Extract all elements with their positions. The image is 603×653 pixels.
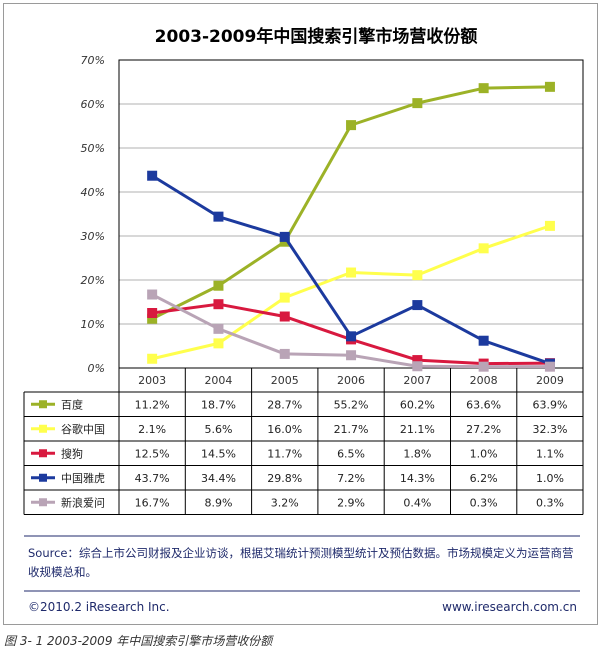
data-label: 1.0% xyxy=(470,447,498,460)
y-tick-label: 50% xyxy=(81,142,105,155)
data-point xyxy=(544,220,555,231)
data-label: 2.1% xyxy=(138,423,166,436)
data-label: 18.7% xyxy=(201,398,236,411)
data-point xyxy=(213,211,224,222)
y-tick-label: 10% xyxy=(81,318,105,331)
data-point xyxy=(478,335,489,346)
y-tick-label: 0% xyxy=(88,362,105,375)
data-label: 29.8% xyxy=(267,472,302,485)
legend-marker xyxy=(39,498,47,507)
data-point xyxy=(279,348,290,359)
data-point xyxy=(478,83,489,94)
legend-label: 百度 xyxy=(61,397,83,411)
x-tick-label: 2004 xyxy=(204,374,232,387)
y-tick-label: 40% xyxy=(81,186,105,199)
x-tick-label: 2007 xyxy=(403,374,431,387)
data-point xyxy=(478,243,489,254)
data-point xyxy=(279,231,290,242)
data-label: 27.2% xyxy=(466,423,501,436)
y-tick-label: 70% xyxy=(81,54,105,67)
legend-marker xyxy=(39,473,47,482)
data-point xyxy=(213,299,224,310)
data-point xyxy=(147,353,158,364)
legend-label: 新浪爱问 xyxy=(61,495,105,509)
data-label: 1.8% xyxy=(403,447,431,460)
data-label: 14.3% xyxy=(400,472,435,485)
data-label: 6.2% xyxy=(470,472,498,485)
data-label: 16.7% xyxy=(135,496,170,509)
x-tick-label: 2003 xyxy=(138,374,166,387)
data-label: 5.6% xyxy=(204,423,232,436)
copyright: ©2010.2 iResearch Inc. xyxy=(28,600,170,614)
data-label: 0.3% xyxy=(536,496,564,509)
data-point xyxy=(279,292,290,303)
source-note: Source：综合上市公司财报及企业访谈，根据艾瑞统计预测模型统计及预估数据。市… xyxy=(28,546,574,579)
data-point xyxy=(412,361,423,372)
y-tick-label: 60% xyxy=(81,98,105,111)
data-point xyxy=(346,120,357,131)
data-label: 11.7% xyxy=(267,447,302,460)
data-point xyxy=(346,331,357,342)
data-label: 21.7% xyxy=(334,423,369,436)
x-tick-label: 2005 xyxy=(271,374,299,387)
legend-marker xyxy=(39,424,47,433)
data-label: 43.7% xyxy=(135,472,170,485)
plot-area xyxy=(118,59,584,369)
data-label: 1.0% xyxy=(536,472,564,485)
data-point xyxy=(147,308,158,318)
legend-marker xyxy=(39,400,47,409)
data-point xyxy=(544,81,555,92)
data-label: 11.2% xyxy=(135,398,170,411)
data-point xyxy=(412,98,423,109)
data-point xyxy=(147,289,158,300)
chart-title: 2003-2009年中国搜索引擎市场营收份额 xyxy=(155,26,478,47)
data-label: 7.2% xyxy=(337,472,365,485)
website-link: www.iresearch.com.cn xyxy=(442,600,577,614)
legend-label: 谷歌中国 xyxy=(61,422,105,436)
data-label: 0.4% xyxy=(403,496,431,509)
x-tick-label: 2008 xyxy=(470,374,498,387)
data-label: 3.2% xyxy=(271,496,299,509)
data-label: 55.2% xyxy=(334,398,369,411)
data-label: 0.3% xyxy=(470,496,498,509)
data-point xyxy=(544,361,555,372)
data-label: 1.1% xyxy=(536,447,564,460)
x-tick-label: 2006 xyxy=(337,374,365,387)
data-point xyxy=(346,350,357,361)
data-label: 60.2% xyxy=(400,398,435,411)
data-label: 21.1% xyxy=(400,423,435,436)
data-point xyxy=(412,300,423,311)
data-point xyxy=(213,323,224,334)
data-point xyxy=(346,267,357,278)
data-label: 8.9% xyxy=(204,496,232,509)
y-tick-label: 30% xyxy=(81,230,105,243)
chart-frame xyxy=(3,3,598,625)
data-label: 28.7% xyxy=(267,398,302,411)
data-label: 12.5% xyxy=(135,447,170,460)
figure-caption: 图 3- 1 2003-2009 年中国搜索引擎市场营收份额 xyxy=(4,634,273,648)
data-label: 16.0% xyxy=(267,423,302,436)
data-point xyxy=(147,170,158,181)
data-label: 63.9% xyxy=(532,398,567,411)
data-label: 32.3% xyxy=(532,423,567,436)
data-label: 63.6% xyxy=(466,398,501,411)
y-tick-label: 20% xyxy=(81,274,105,287)
data-point xyxy=(478,361,489,372)
legend-label: 中国雅虎 xyxy=(61,471,105,485)
data-label: 34.4% xyxy=(201,472,236,485)
data-label: 6.5% xyxy=(337,447,365,460)
data-label: 14.5% xyxy=(201,447,236,460)
data-label: 2.9% xyxy=(337,496,365,509)
data-point xyxy=(412,270,423,281)
legend-label: 搜狗 xyxy=(61,446,83,460)
data-point xyxy=(279,311,290,322)
data-point xyxy=(213,280,224,291)
data-point xyxy=(213,338,224,349)
x-tick-label: 2009 xyxy=(536,374,564,387)
legend-marker xyxy=(39,449,47,458)
